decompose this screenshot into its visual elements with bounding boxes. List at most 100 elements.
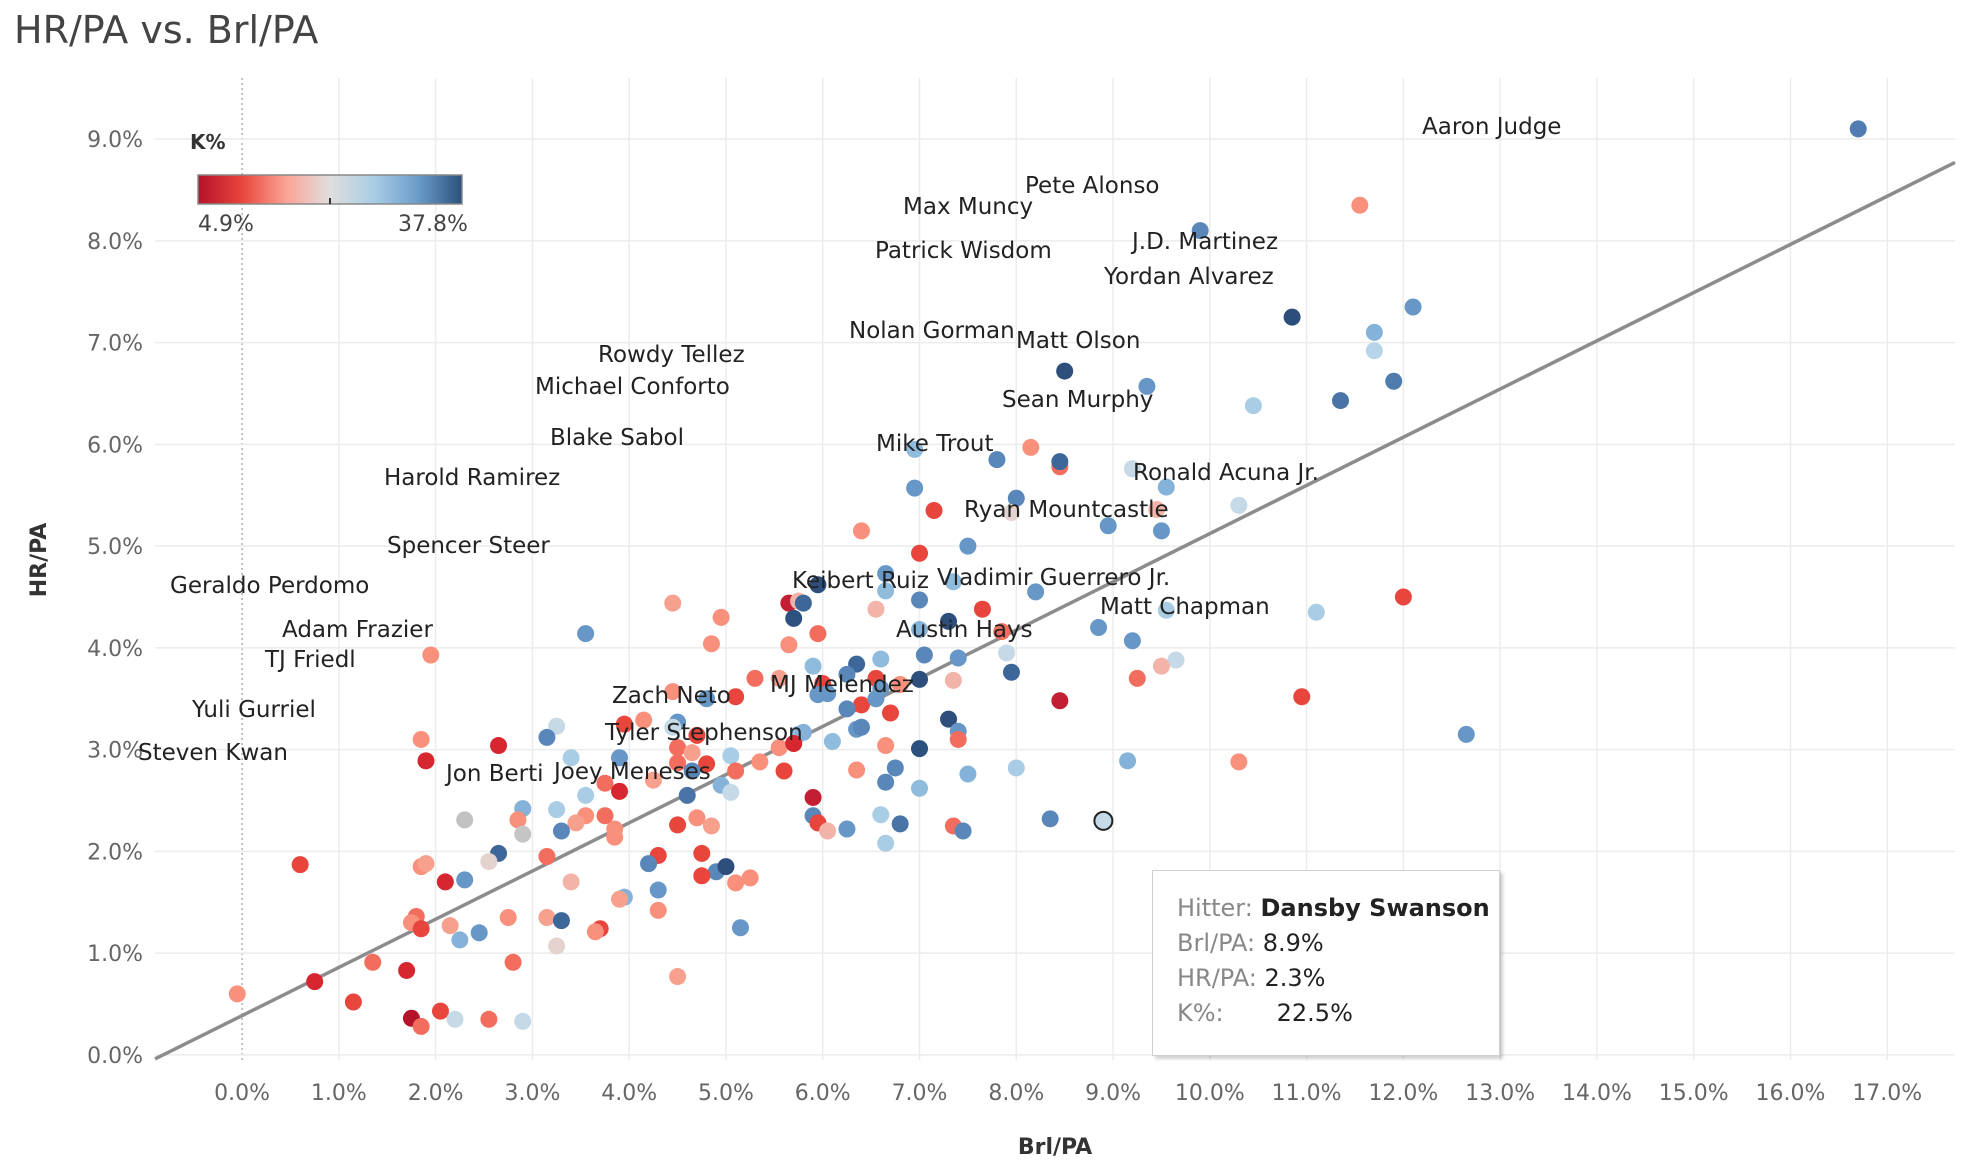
data-point[interactable] xyxy=(911,544,929,562)
data-point[interactable] xyxy=(509,811,527,829)
data-point[interactable] xyxy=(954,822,972,840)
data-point[interactable] xyxy=(785,609,803,627)
data-point[interactable] xyxy=(702,635,720,653)
data-point[interactable] xyxy=(698,755,716,773)
data-point[interactable] xyxy=(611,890,629,908)
data-point[interactable] xyxy=(925,501,943,519)
data-point[interactable] xyxy=(1331,392,1349,410)
data-point[interactable] xyxy=(1041,810,1059,828)
data-point[interactable] xyxy=(1099,517,1117,535)
data-point[interactable] xyxy=(480,1010,498,1028)
data-point[interactable] xyxy=(412,1017,430,1035)
data-point[interactable] xyxy=(906,440,924,458)
data-point[interactable] xyxy=(1152,522,1170,540)
data-point[interactable] xyxy=(1307,603,1325,621)
data-point[interactable] xyxy=(441,917,459,935)
data-point[interactable] xyxy=(1138,377,1156,395)
data-point[interactable] xyxy=(398,961,416,979)
highlighted-point[interactable] xyxy=(1093,810,1114,831)
data-point[interactable] xyxy=(940,612,958,630)
data-point[interactable] xyxy=(596,774,614,792)
data-point[interactable] xyxy=(228,985,246,1003)
data-point[interactable] xyxy=(548,937,566,955)
data-point[interactable] xyxy=(852,696,870,714)
data-point[interactable] xyxy=(562,749,580,767)
data-point[interactable] xyxy=(548,717,566,735)
data-point[interactable] xyxy=(586,923,604,941)
data-point[interactable] xyxy=(944,573,962,591)
data-point[interactable] xyxy=(891,815,909,833)
data-point[interactable] xyxy=(1293,688,1311,706)
data-point[interactable] xyxy=(552,912,570,930)
data-point[interactable] xyxy=(838,665,856,683)
data-point[interactable] xyxy=(1394,588,1412,606)
data-point[interactable] xyxy=(1191,222,1209,240)
data-point[interactable] xyxy=(911,670,929,688)
data-point[interactable] xyxy=(877,582,895,600)
data-point[interactable] xyxy=(911,740,929,758)
data-point[interactable] xyxy=(741,869,759,887)
data-point[interactable] xyxy=(731,919,749,937)
data-point[interactable] xyxy=(877,737,895,755)
data-point[interactable] xyxy=(1128,669,1146,687)
data-point[interactable] xyxy=(364,953,382,971)
data-point[interactable] xyxy=(911,621,929,639)
data-point[interactable] xyxy=(664,718,682,736)
data-point[interactable] xyxy=(785,735,803,753)
data-point[interactable] xyxy=(1457,725,1475,743)
data-point[interactable] xyxy=(412,920,430,938)
data-point[interactable] xyxy=(422,646,440,664)
data-point[interactable] xyxy=(959,765,977,783)
data-point[interactable] xyxy=(577,625,595,643)
data-point[interactable] xyxy=(1157,601,1175,619)
data-point[interactable] xyxy=(1157,478,1175,496)
data-point[interactable] xyxy=(577,786,595,804)
data-point[interactable] xyxy=(770,739,788,757)
data-point[interactable] xyxy=(514,1012,532,1030)
data-point[interactable] xyxy=(480,853,498,871)
data-point[interactable] xyxy=(804,657,822,675)
data-point[interactable] xyxy=(949,730,967,748)
data-point[interactable] xyxy=(911,779,929,797)
data-point[interactable] xyxy=(809,625,827,643)
data-point[interactable] xyxy=(1022,438,1040,456)
data-point[interactable] xyxy=(1152,657,1170,675)
data-point[interactable] xyxy=(780,636,798,654)
data-point[interactable] xyxy=(988,451,1006,469)
data-point[interactable] xyxy=(746,669,764,687)
data-point[interactable] xyxy=(852,522,870,540)
data-point[interactable] xyxy=(596,807,614,825)
data-point[interactable] xyxy=(567,814,585,832)
data-point[interactable] xyxy=(649,901,667,919)
data-point[interactable] xyxy=(823,732,841,750)
data-point[interactable] xyxy=(867,690,885,708)
data-point[interactable] xyxy=(1056,362,1074,380)
data-point[interactable] xyxy=(538,728,556,746)
data-point[interactable] xyxy=(727,874,745,892)
data-point[interactable] xyxy=(456,811,474,829)
data-point[interactable] xyxy=(1283,308,1301,326)
data-point[interactable] xyxy=(1002,504,1020,522)
data-point[interactable] xyxy=(973,600,991,618)
data-point[interactable] xyxy=(693,867,711,885)
data-point[interactable] xyxy=(1351,196,1369,214)
data-point[interactable] xyxy=(615,715,633,733)
data-point[interactable] xyxy=(775,762,793,780)
data-point[interactable] xyxy=(451,931,469,949)
data-point[interactable] xyxy=(949,649,967,667)
data-point[interactable] xyxy=(867,600,885,618)
data-point[interactable] xyxy=(1051,692,1069,710)
data-point[interactable] xyxy=(412,730,430,748)
data-point[interactable] xyxy=(683,762,701,780)
data-point[interactable] xyxy=(538,909,556,927)
data-point[interactable] xyxy=(693,844,711,862)
data-point[interactable] xyxy=(940,710,958,728)
data-point[interactable] xyxy=(640,855,658,873)
data-point[interactable] xyxy=(722,747,740,765)
data-point[interactable] xyxy=(1230,753,1248,771)
data-point[interactable] xyxy=(852,718,870,736)
data-point[interactable] xyxy=(1365,323,1383,341)
data-point[interactable] xyxy=(1244,397,1262,415)
data-point[interactable] xyxy=(911,591,929,609)
